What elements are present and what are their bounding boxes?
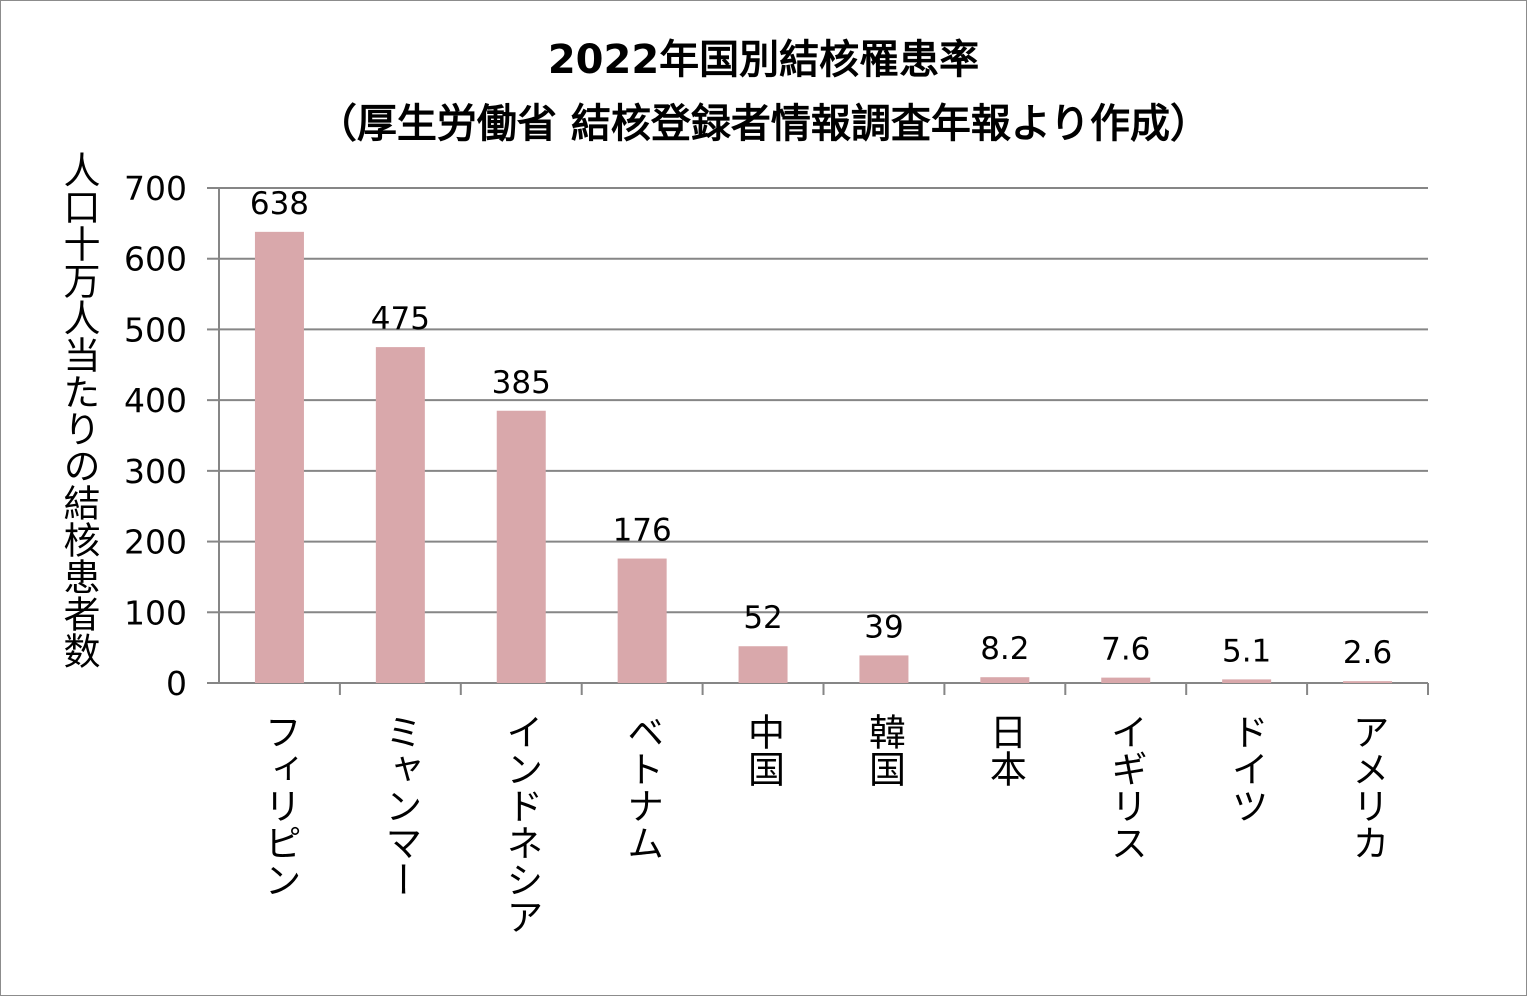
x-category-label: イギリス [1104, 713, 1147, 861]
bar [254, 231, 304, 684]
bar [496, 410, 546, 683]
data-label: 638 [250, 186, 309, 222]
x-category-label: 韓国 [862, 713, 905, 787]
y-tick-label: 500 [124, 310, 187, 349]
data-label: 475 [371, 301, 430, 337]
bar [1101, 677, 1151, 683]
bar [1222, 679, 1272, 683]
bar [617, 558, 667, 683]
bar [738, 646, 788, 683]
data-label: 176 [613, 513, 672, 549]
x-category-label: フィリピン [258, 713, 301, 898]
x-category-label: アメリカ [1346, 713, 1389, 861]
data-label: 52 [743, 600, 782, 636]
data-label: 385 [492, 365, 551, 401]
y-tick-label: 100 [124, 593, 187, 632]
x-category-label: インドネシア [500, 713, 543, 935]
data-label: 5.1 [1222, 633, 1271, 669]
x-category-label: ドイツ [1225, 713, 1268, 824]
y-tick-label: 700 [124, 169, 187, 208]
x-category-label: ミャンマー [379, 713, 422, 898]
y-tick-label: 200 [124, 523, 187, 562]
bar [1343, 681, 1393, 683]
y-tick-label: 0 [166, 664, 187, 703]
x-category-label: 日本 [983, 713, 1026, 787]
x-category-label: ベトナム [621, 713, 664, 861]
data-label: 39 [864, 609, 903, 645]
chart-subtitle: （厚生労働省 結核登録者情報調査年報より作成） [316, 101, 1211, 147]
data-label: 2.6 [1343, 635, 1392, 671]
y-tick-label: 400 [124, 381, 187, 420]
x-category-label: 中国 [742, 713, 785, 787]
y-axis-label: 人口十万人当たりの結核患者数 [57, 151, 100, 669]
chart-title: 2022年国別結核罹患率 [547, 37, 980, 83]
y-tick-label: 300 [124, 452, 187, 491]
bar [980, 677, 1030, 683]
bar [859, 655, 909, 683]
data-label: 7.6 [1101, 632, 1150, 668]
y-tick-label: 600 [124, 240, 187, 279]
bar [375, 347, 425, 683]
data-label: 8.2 [980, 631, 1029, 667]
